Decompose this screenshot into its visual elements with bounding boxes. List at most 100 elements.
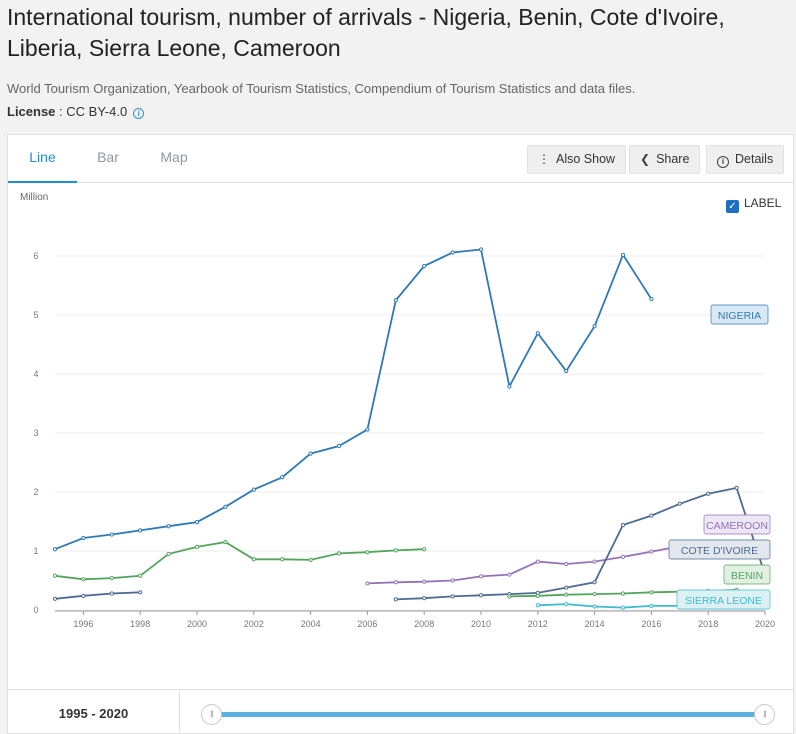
source-text: World Tourism Organization, Yearbook of … bbox=[7, 81, 636, 96]
series-label-sierra-leone: SIERRA LEONE bbox=[685, 595, 762, 607]
series-label-cameroon: CAMEROON bbox=[706, 520, 768, 532]
data-point bbox=[450, 578, 455, 583]
x-tick-label: 2000 bbox=[187, 619, 207, 629]
data-point bbox=[592, 324, 597, 329]
range-footer: 1995 - 2020 ||| ||| bbox=[7, 689, 794, 734]
tab-bar-chart[interactable]: Bar bbox=[97, 149, 119, 165]
chart-panel: Line Bar Map ⋮ Also Show ❮ Share i Details … bbox=[7, 134, 794, 694]
tab-line[interactable]: Line bbox=[8, 135, 77, 183]
data-point bbox=[393, 580, 398, 585]
y-tick-label: 1 bbox=[33, 546, 38, 556]
data-point bbox=[564, 561, 569, 567]
page-title: International tourism, number of arrival… bbox=[7, 4, 725, 61]
data-point bbox=[365, 581, 370, 586]
series-label-box-cote-d-ivoire bbox=[668, 539, 771, 560]
data-point bbox=[592, 580, 597, 585]
series-label-nigeria: NIGERIA bbox=[718, 310, 761, 322]
data-point bbox=[564, 602, 569, 607]
series-label-box-cameroon bbox=[703, 514, 771, 535]
data-point bbox=[507, 572, 512, 577]
x-tick-label: 2008 bbox=[414, 619, 434, 629]
y-axis-unit: Million bbox=[20, 192, 49, 203]
data-point bbox=[308, 557, 313, 562]
data-point bbox=[564, 585, 569, 590]
series-label-cote-d-ivoire: COTE D'IVOIRE bbox=[681, 545, 758, 557]
data-point bbox=[535, 331, 540, 336]
series-label-benin: BENIN bbox=[731, 570, 763, 582]
range-start-handle[interactable]: ||| bbox=[201, 704, 222, 725]
also-show-button[interactable]: ⋮ Also Show bbox=[527, 145, 627, 174]
license-line: License : CC BY-4.0 i bbox=[7, 104, 145, 119]
data-point bbox=[478, 247, 484, 252]
series-line-cote-d-ivoire bbox=[395, 486, 766, 601]
data-point bbox=[649, 513, 654, 518]
label-toggle[interactable]: ✓ LABEL bbox=[726, 196, 781, 213]
license-value: : CC BY-4.0 bbox=[55, 104, 128, 119]
data-point bbox=[138, 590, 143, 595]
data-point bbox=[422, 547, 427, 552]
x-tick-label: 1996 bbox=[73, 619, 93, 629]
data-point bbox=[677, 501, 682, 506]
data-point bbox=[109, 591, 114, 596]
series-label-box-benin bbox=[723, 564, 771, 585]
y-tick-label: 2 bbox=[33, 487, 38, 497]
data-point bbox=[734, 485, 739, 490]
series-line-nigeria bbox=[54, 248, 653, 551]
data-point bbox=[592, 559, 597, 564]
also-show-label: Also Show bbox=[556, 152, 616, 166]
data-point bbox=[393, 548, 398, 553]
data-point bbox=[81, 593, 86, 598]
data-point bbox=[422, 596, 427, 601]
y-tick-label: 3 bbox=[33, 428, 38, 438]
range-end-handle[interactable]: ||| bbox=[754, 704, 775, 725]
data-point bbox=[592, 604, 597, 609]
y-tick-label: 4 bbox=[33, 369, 38, 379]
data-point bbox=[706, 491, 711, 496]
x-tick-label: 2014 bbox=[585, 619, 605, 629]
data-point bbox=[422, 579, 427, 584]
x-tick-label: 1998 bbox=[130, 619, 150, 629]
label-toggle-text: LABEL bbox=[744, 196, 782, 210]
data-point bbox=[251, 487, 256, 492]
data-point bbox=[422, 263, 427, 269]
share-button[interactable]: ❮ Share bbox=[629, 145, 701, 174]
x-tick-label: 2004 bbox=[301, 619, 321, 629]
data-point bbox=[649, 590, 654, 595]
data-point bbox=[223, 504, 228, 509]
data-point bbox=[450, 594, 455, 599]
range-slider-track[interactable] bbox=[213, 712, 765, 717]
data-point bbox=[365, 550, 370, 555]
x-tick-label: 2012 bbox=[528, 619, 548, 629]
x-tick-label: 2016 bbox=[641, 619, 661, 629]
data-point bbox=[478, 574, 484, 579]
data-point bbox=[507, 384, 512, 389]
tab-map[interactable]: Map bbox=[160, 149, 188, 165]
line-chart: 0 1 2 3 4 5 6 1996 1998 2000 2002 2004 2006 2008 2010 2… bbox=[33, 247, 775, 629]
data-point bbox=[138, 573, 143, 578]
y-tick-label: 0 bbox=[33, 605, 38, 615]
data-point bbox=[109, 532, 114, 537]
data-point bbox=[194, 544, 200, 549]
checkbox-checked-icon[interactable]: ✓ bbox=[726, 200, 739, 213]
data-point bbox=[507, 594, 512, 599]
x-tick-label: 2010 bbox=[471, 619, 491, 629]
data-point bbox=[564, 368, 569, 374]
data-point bbox=[620, 522, 626, 528]
info-icon[interactable]: i bbox=[133, 108, 145, 119]
series-line-benin bbox=[54, 541, 425, 581]
details-label: Details bbox=[735, 152, 774, 166]
data-point bbox=[280, 557, 285, 562]
data-point bbox=[592, 591, 597, 597]
x-tick-label: 2006 bbox=[357, 619, 377, 629]
x-tick-label: 2002 bbox=[244, 619, 264, 629]
data-point bbox=[109, 576, 114, 581]
tab-bar: Line Bar Map ⋮ Also Show ❮ Share i Details bbox=[8, 135, 793, 183]
data-point bbox=[223, 540, 228, 545]
data-point bbox=[81, 577, 86, 582]
data-point bbox=[166, 551, 171, 557]
data-point bbox=[649, 603, 654, 608]
license-label: License bbox=[7, 104, 56, 119]
data-point bbox=[336, 443, 342, 449]
data-point bbox=[649, 549, 654, 554]
details-button[interactable]: i Details bbox=[706, 145, 785, 174]
